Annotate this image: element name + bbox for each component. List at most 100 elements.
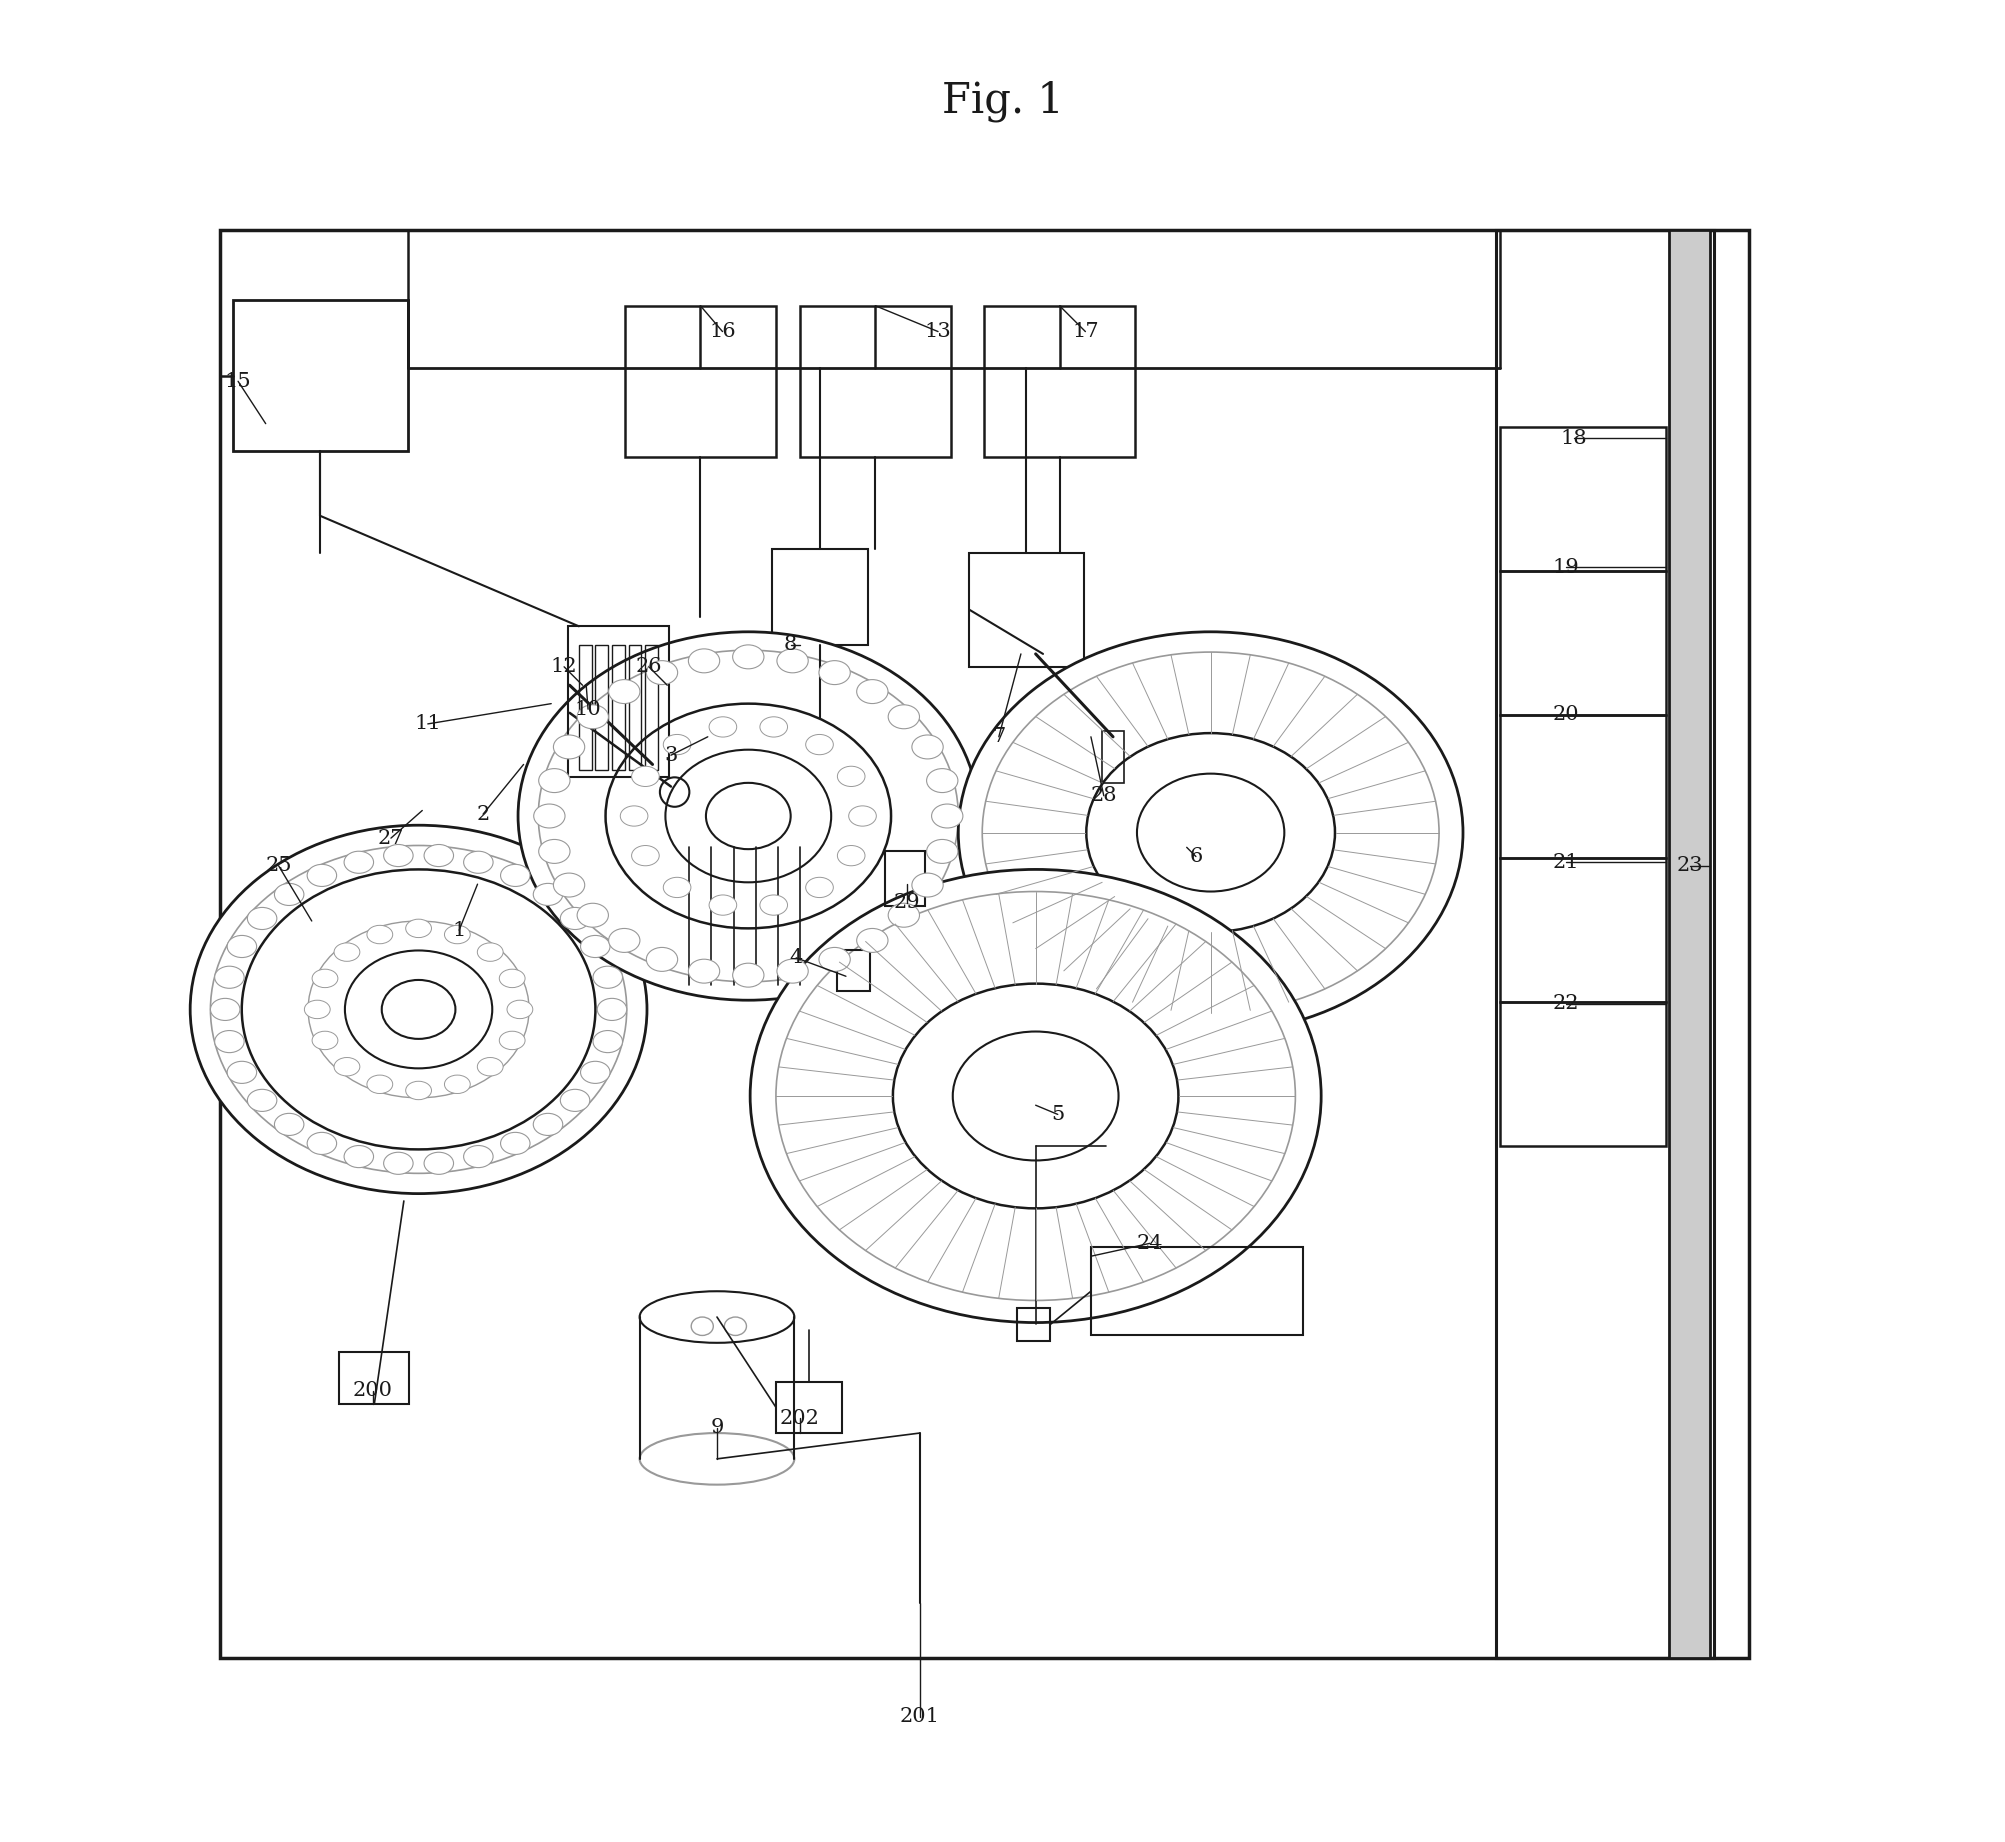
Bar — [1500, 427, 1666, 571]
Ellipse shape — [501, 864, 529, 886]
Ellipse shape — [501, 1133, 529, 1155]
Ellipse shape — [305, 1000, 331, 1019]
Ellipse shape — [215, 967, 245, 989]
Ellipse shape — [856, 928, 888, 952]
Text: 17: 17 — [1073, 322, 1099, 341]
Text: 10: 10 — [575, 700, 602, 718]
Ellipse shape — [275, 1113, 305, 1135]
Bar — [776, 1382, 842, 1433]
Bar — [339, 1352, 409, 1404]
Ellipse shape — [577, 903, 608, 927]
Ellipse shape — [477, 943, 503, 962]
Ellipse shape — [367, 1076, 393, 1094]
Ellipse shape — [499, 969, 525, 987]
Ellipse shape — [610, 680, 640, 704]
Text: Fig. 1: Fig. 1 — [942, 81, 1063, 122]
Ellipse shape — [559, 908, 589, 930]
Ellipse shape — [732, 963, 764, 987]
Text: 2: 2 — [477, 805, 489, 823]
Ellipse shape — [710, 895, 736, 915]
Text: 6: 6 — [1189, 847, 1203, 866]
Ellipse shape — [477, 1057, 503, 1076]
Ellipse shape — [750, 869, 1321, 1323]
Ellipse shape — [553, 873, 585, 897]
Ellipse shape — [309, 921, 529, 1098]
Bar — [968, 553, 1083, 667]
Ellipse shape — [243, 869, 595, 1149]
Text: 28: 28 — [1091, 787, 1117, 805]
Text: 7: 7 — [992, 728, 1005, 746]
Ellipse shape — [776, 960, 808, 984]
Ellipse shape — [190, 825, 648, 1194]
Ellipse shape — [227, 936, 257, 958]
Ellipse shape — [732, 645, 764, 669]
Ellipse shape — [706, 783, 790, 849]
Ellipse shape — [1137, 774, 1285, 892]
Text: 16: 16 — [710, 322, 736, 341]
Text: 200: 200 — [353, 1382, 393, 1400]
Ellipse shape — [335, 1057, 359, 1076]
Bar — [884, 851, 924, 906]
Ellipse shape — [345, 851, 373, 873]
Ellipse shape — [425, 844, 453, 866]
Ellipse shape — [888, 903, 920, 927]
Ellipse shape — [666, 750, 832, 882]
Text: 19: 19 — [1552, 558, 1580, 577]
Ellipse shape — [806, 877, 834, 897]
Ellipse shape — [499, 1032, 525, 1050]
Ellipse shape — [553, 735, 585, 759]
Ellipse shape — [405, 1081, 431, 1100]
Ellipse shape — [664, 877, 692, 897]
Bar — [221, 230, 1748, 1658]
Ellipse shape — [581, 936, 610, 958]
Text: 9: 9 — [710, 1418, 724, 1437]
Text: 11: 11 — [415, 715, 441, 733]
Ellipse shape — [982, 652, 1440, 1013]
Text: 202: 202 — [780, 1409, 820, 1428]
Ellipse shape — [776, 648, 808, 672]
Ellipse shape — [838, 845, 864, 866]
Bar — [984, 306, 1135, 457]
Text: 22: 22 — [1554, 995, 1580, 1013]
Ellipse shape — [445, 925, 471, 943]
Ellipse shape — [958, 632, 1464, 1033]
Bar — [612, 645, 626, 770]
Ellipse shape — [593, 967, 622, 989]
Bar — [1500, 1002, 1666, 1146]
Ellipse shape — [383, 1153, 413, 1175]
Ellipse shape — [335, 943, 359, 962]
Ellipse shape — [892, 984, 1179, 1208]
Ellipse shape — [215, 1030, 245, 1052]
Text: 3: 3 — [664, 746, 678, 764]
Text: 25: 25 — [265, 857, 293, 875]
Ellipse shape — [848, 807, 876, 825]
Ellipse shape — [227, 1061, 257, 1083]
Ellipse shape — [606, 704, 890, 928]
Ellipse shape — [760, 717, 788, 737]
Ellipse shape — [307, 1133, 337, 1155]
Ellipse shape — [818, 661, 850, 685]
Text: 12: 12 — [551, 658, 577, 676]
Ellipse shape — [383, 844, 413, 866]
Text: 13: 13 — [924, 322, 952, 341]
Ellipse shape — [537, 650, 958, 982]
Text: 8: 8 — [784, 635, 798, 654]
Bar — [233, 300, 407, 451]
Ellipse shape — [610, 928, 640, 952]
Bar — [1670, 230, 1710, 1658]
Ellipse shape — [818, 947, 850, 971]
Ellipse shape — [381, 980, 455, 1039]
Ellipse shape — [912, 873, 942, 897]
Ellipse shape — [367, 925, 393, 943]
Bar — [1496, 230, 1714, 1658]
Ellipse shape — [932, 803, 962, 829]
Bar — [579, 645, 591, 770]
Ellipse shape — [247, 908, 277, 930]
Ellipse shape — [313, 1032, 339, 1050]
Bar — [567, 626, 670, 777]
Bar — [595, 645, 608, 770]
Ellipse shape — [313, 969, 339, 987]
Ellipse shape — [806, 735, 834, 755]
Ellipse shape — [463, 851, 493, 873]
Bar — [646, 645, 658, 770]
